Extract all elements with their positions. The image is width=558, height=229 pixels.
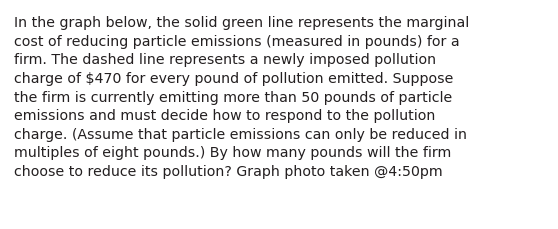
Text: In the graph below, the solid green line represents the marginal
cost of reducin: In the graph below, the solid green line… bbox=[14, 16, 469, 178]
